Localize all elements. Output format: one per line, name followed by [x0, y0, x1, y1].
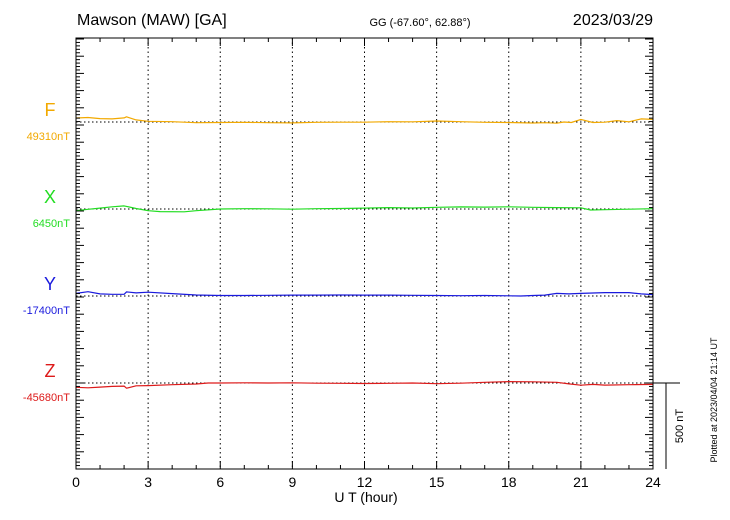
- chart-title: Mawson (MAW) [GA]: [77, 12, 227, 29]
- grid-lines: [147, 38, 582, 469]
- chart-date: 2023/03/29: [573, 12, 653, 29]
- series-baseline-label-f: 49310nT: [27, 131, 71, 143]
- x-tick-label: 3: [144, 474, 152, 490]
- series-labels: F 49310nT X 6450nT Y -17400nT Z -45680nT: [23, 100, 70, 404]
- series-line-z: [75, 381, 654, 389]
- series-name-f: F: [45, 100, 56, 120]
- plotted-note: Plotted at 2023/04/04 21:14 UT: [709, 337, 719, 463]
- series-line-x: [75, 205, 654, 213]
- chart-subtitle: GG (-67.60°, 62.88°): [369, 17, 470, 29]
- scale-bar: 500 nT: [653, 382, 686, 469]
- x-tick-label: 0: [72, 474, 80, 490]
- series-line-f: [75, 116, 654, 124]
- plot-frame: [75, 37, 654, 470]
- axis-ticks: [75, 38, 654, 470]
- x-tick-label: 9: [288, 474, 296, 490]
- series-baseline-label-y: -17400nT: [23, 305, 70, 317]
- series-line-y: [75, 291, 654, 297]
- x-tick-label: 18: [501, 474, 517, 490]
- x-tick-label: 12: [357, 474, 373, 490]
- baselines: [76, 121, 653, 384]
- series-name-y: Y: [44, 274, 56, 294]
- series-lines: [75, 116, 654, 389]
- scale-bar-label: 500 nT: [674, 409, 686, 444]
- x-tick-label: 15: [429, 474, 445, 490]
- x-tick-label: 6: [216, 474, 224, 490]
- series-name-z: Z: [45, 361, 56, 381]
- x-tick-label: 21: [573, 474, 589, 490]
- series-baseline-label-x: 6450nT: [33, 218, 71, 230]
- series-name-x: X: [44, 187, 56, 207]
- x-axis-label: U T (hour): [334, 489, 397, 505]
- x-tick-label: 24: [645, 474, 661, 490]
- x-tick-labels: 0 3 6 9 12 15 18 21 24: [72, 474, 661, 490]
- series-baseline-label-z: -45680nT: [23, 392, 70, 404]
